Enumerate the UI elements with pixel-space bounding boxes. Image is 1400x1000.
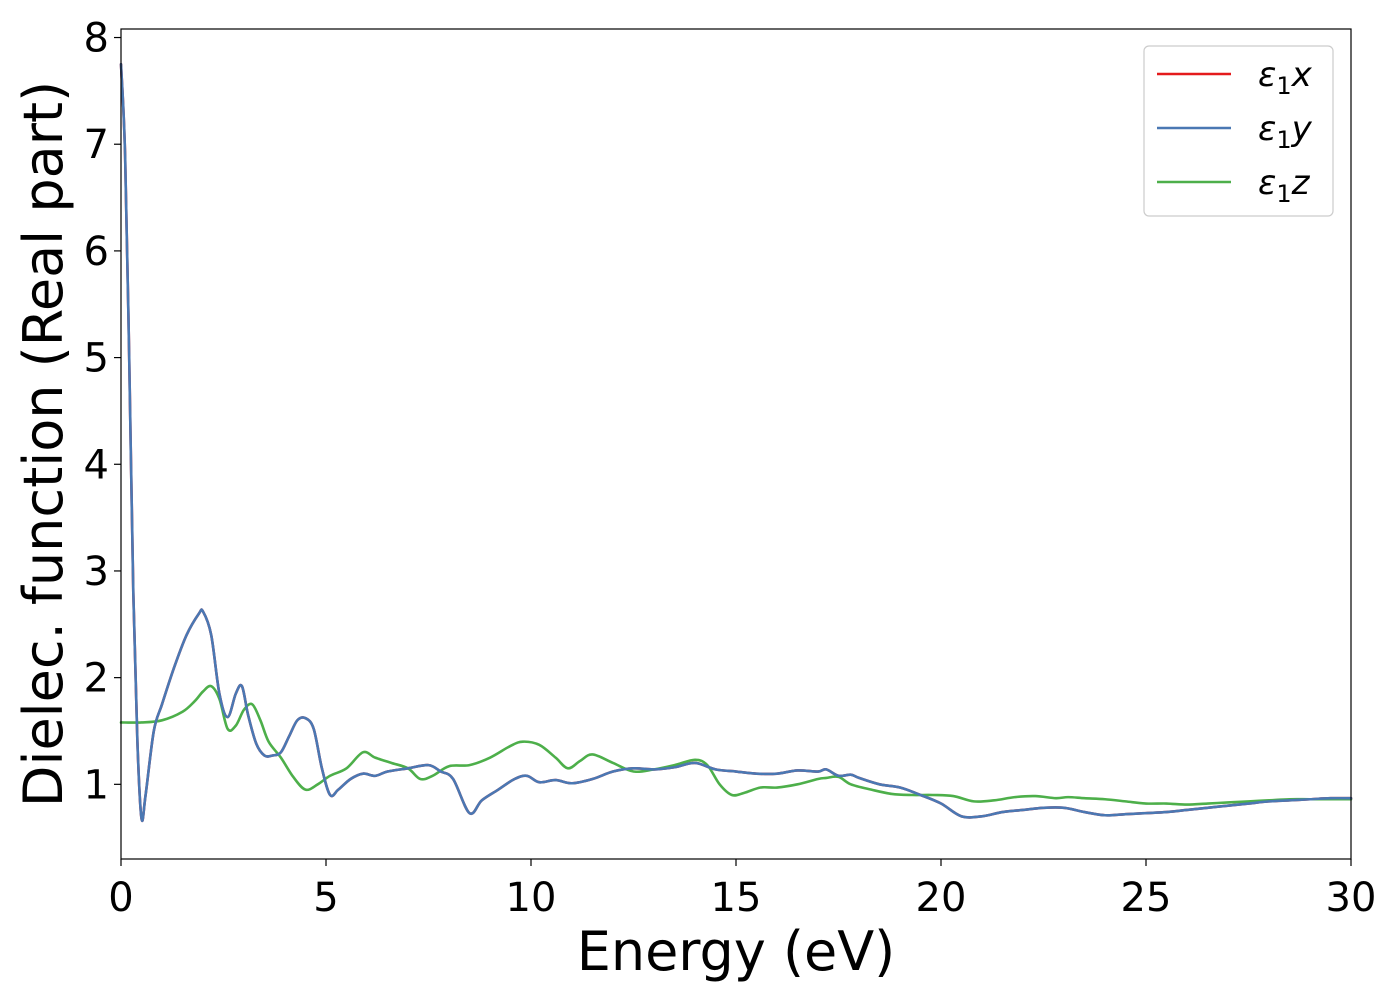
- x-tick-label: 25: [1121, 875, 1172, 921]
- x-tick-label: 20: [916, 875, 967, 921]
- x-axis-ticks: 0 5 10 15 20 25 30: [108, 859, 1376, 921]
- legend-label-y: ε1y: [1258, 109, 1313, 154]
- x-tick-label: 5: [313, 875, 338, 921]
- series-line-y: [119, 62, 1353, 822]
- x-tick-label: 30: [1326, 875, 1377, 921]
- y-axis-label: Dielec. function (Real part): [12, 81, 75, 807]
- y-tick-label: 4: [84, 442, 109, 488]
- legend-box: [1143, 45, 1334, 217]
- y-tick-label: 5: [84, 336, 109, 382]
- x-tick-label: 0: [108, 875, 133, 921]
- x-axis-label: Energy (eV): [577, 920, 896, 983]
- legend: ε1x ε1y ε1z: [1143, 45, 1334, 217]
- y-tick-label: 1: [84, 762, 109, 808]
- y-tick-label: 6: [84, 229, 109, 275]
- y-tick-label: 3: [84, 549, 109, 595]
- series-layer: [119, 62, 1353, 822]
- x-tick-label: 15: [711, 875, 762, 921]
- x-tick-label: 10: [506, 875, 557, 921]
- legend-label-z: ε1z: [1258, 163, 1311, 208]
- y-tick-label: 2: [84, 656, 109, 702]
- legend-label-x: ε1x: [1258, 55, 1313, 100]
- y-axis-ticks: 1 2 3 4 5 6 7 8: [84, 16, 121, 808]
- y-tick-label: 7: [84, 122, 109, 168]
- y-tick-label: 8: [84, 16, 109, 62]
